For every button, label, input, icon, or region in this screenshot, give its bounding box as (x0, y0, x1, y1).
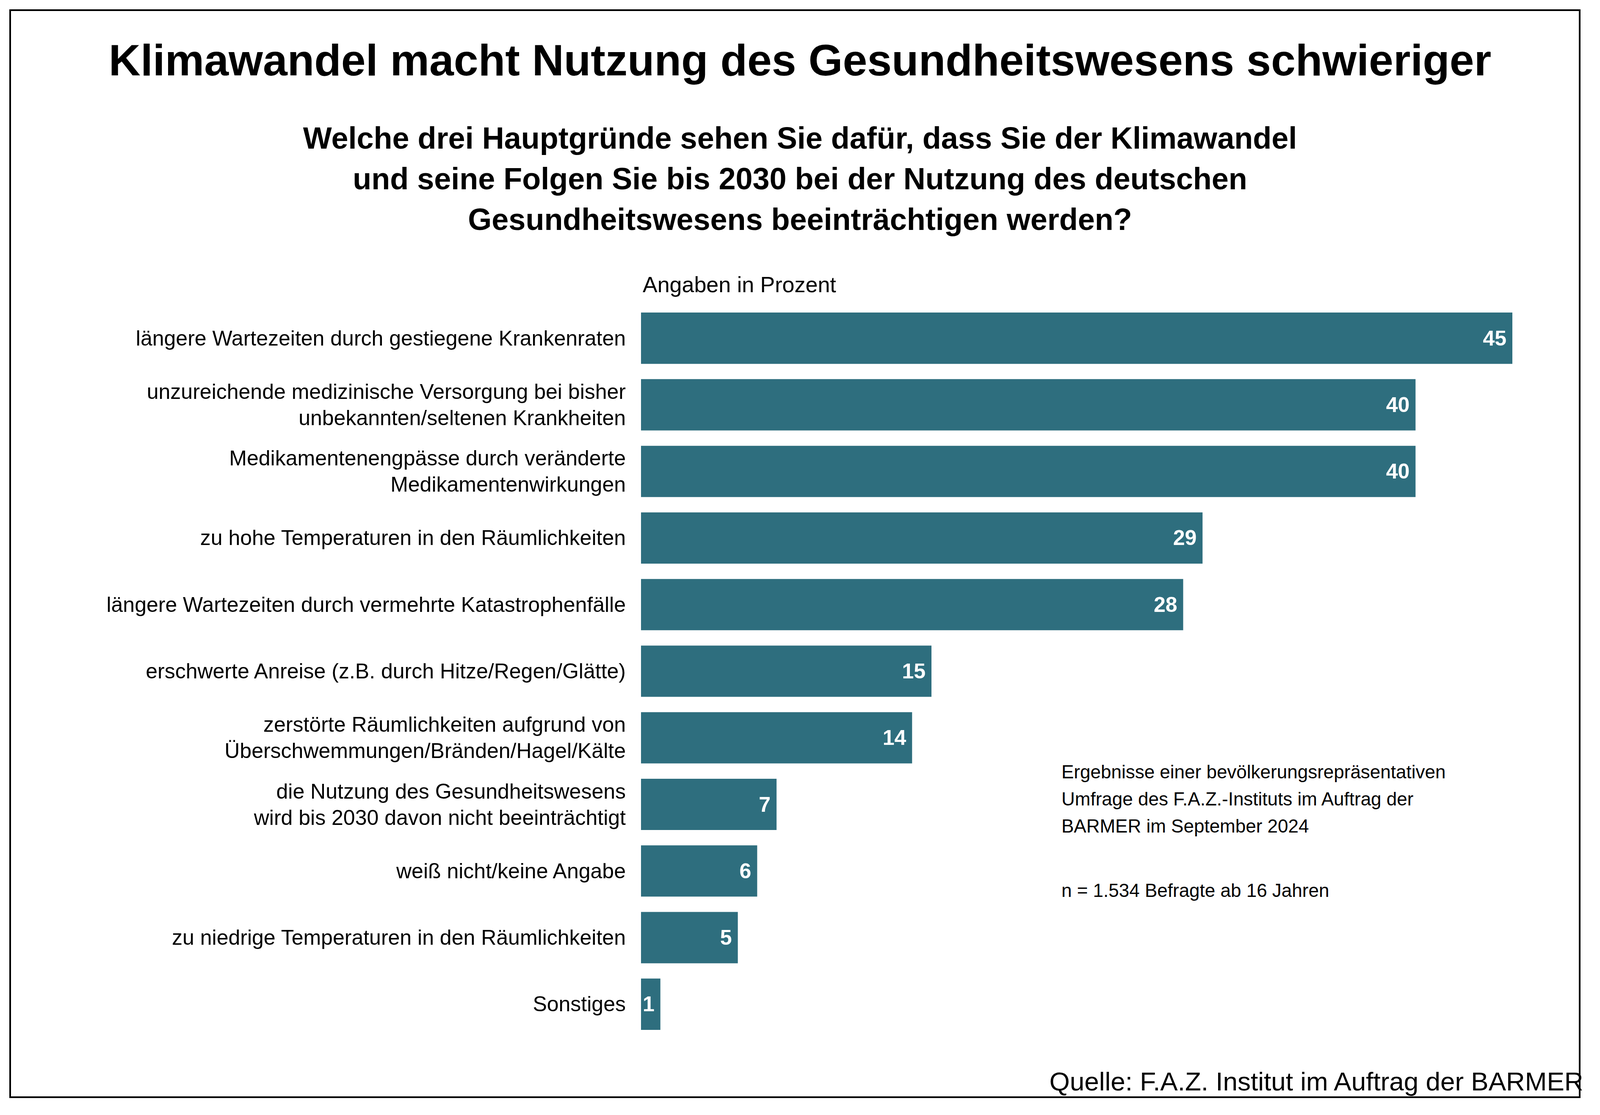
svg-text:die Nutzung des Gesundheitswes: die Nutzung des Gesundheitswesens (276, 779, 626, 804)
svg-text:14: 14 (882, 725, 907, 750)
svg-text:Medikamentenwirkungen: Medikamentenwirkungen (390, 472, 626, 497)
svg-text:n = 1.534 Befragte ab 16 Jahre: n = 1.534 Befragte ab 16 Jahren (1061, 879, 1330, 901)
svg-text:wird bis 2030 davon nicht beei: wird bis 2030 davon nicht beeinträchtigt (253, 805, 626, 830)
svg-text:40: 40 (1386, 459, 1410, 484)
svg-text:Überschwemmungen/Bränden/Hagel: Überschwemmungen/Bränden/Hagel/Kälte (224, 738, 626, 763)
svg-text:Umfrage des F.A.Z.-Instituts i: Umfrage des F.A.Z.-Instituts im Auftrag … (1061, 788, 1414, 810)
svg-text:15: 15 (901, 659, 926, 683)
svg-text:erschwerte Anreise (z.B. durch: erschwerte Anreise (z.B. durch Hitze/Reg… (145, 659, 626, 683)
svg-text:unzureichende medizinische Ver: unzureichende medizinische Versorgung be… (146, 379, 626, 404)
svg-text:Gesundheitswesens beeinträchti: Gesundheitswesens beeinträchtigen werden… (467, 202, 1132, 237)
svg-text:1: 1 (642, 992, 655, 1016)
svg-text:45: 45 (1482, 326, 1507, 351)
svg-text:Klimawandel macht Nutzung des: Klimawandel macht Nutzung des Gesundheit… (108, 35, 1492, 85)
svg-text:28: 28 (1153, 592, 1178, 617)
svg-text:BARMER im September 2024: BARMER im September 2024 (1061, 815, 1309, 837)
svg-text:und seine Folgen Sie bis 2030: und seine Folgen Sie bis 2030 bei der Nu… (352, 161, 1247, 196)
svg-text:29: 29 (1173, 525, 1197, 550)
svg-text:zu hohe Temperaturen in den Rä: zu hohe Temperaturen in den Räumlichkeit… (200, 525, 626, 550)
svg-text:Sonstiges: Sonstiges (532, 992, 626, 1016)
svg-text:zerstörte Räumlichkeiten aufgr: zerstörte Räumlichkeiten aufgrund von (263, 712, 626, 737)
svg-text:6: 6 (739, 859, 752, 883)
svg-text:unbekannten/seltenen Krankheit: unbekannten/seltenen Krankheiten (298, 406, 626, 430)
svg-text:zu niedrige Temperaturen in de: zu niedrige Temperaturen in den Räumlich… (171, 925, 626, 950)
svg-text:längere Wartezeiten durch verm: längere Wartezeiten durch vermehrte Kata… (106, 592, 626, 617)
svg-text:5: 5 (720, 925, 733, 950)
svg-text:Ergebnisse einer bevölkerungsr: Ergebnisse einer bevölkerungsrepräsentat… (1061, 761, 1446, 783)
svg-text:Angaben in Prozent: Angaben in Prozent (642, 272, 837, 297)
svg-text:Medikamentenengpässe durch ver: Medikamentenengpässe durch veränderte (229, 446, 626, 470)
svg-text:weiß nicht/keine Angabe: weiß nicht/keine Angabe (395, 859, 626, 883)
svg-text:40: 40 (1386, 392, 1410, 417)
svg-text:längere Wartezeiten durch gest: längere Wartezeiten durch gestiegene Kra… (135, 326, 626, 351)
svg-text:Welche drei Hauptgründe sehen: Welche drei Hauptgründe sehen Sie dafür,… (303, 121, 1297, 155)
svg-text:7: 7 (758, 792, 771, 817)
svg-text:Quelle: F.A.Z. Institut im Auf: Quelle: F.A.Z. Institut im Auftrag der B… (1049, 1066, 1584, 1096)
